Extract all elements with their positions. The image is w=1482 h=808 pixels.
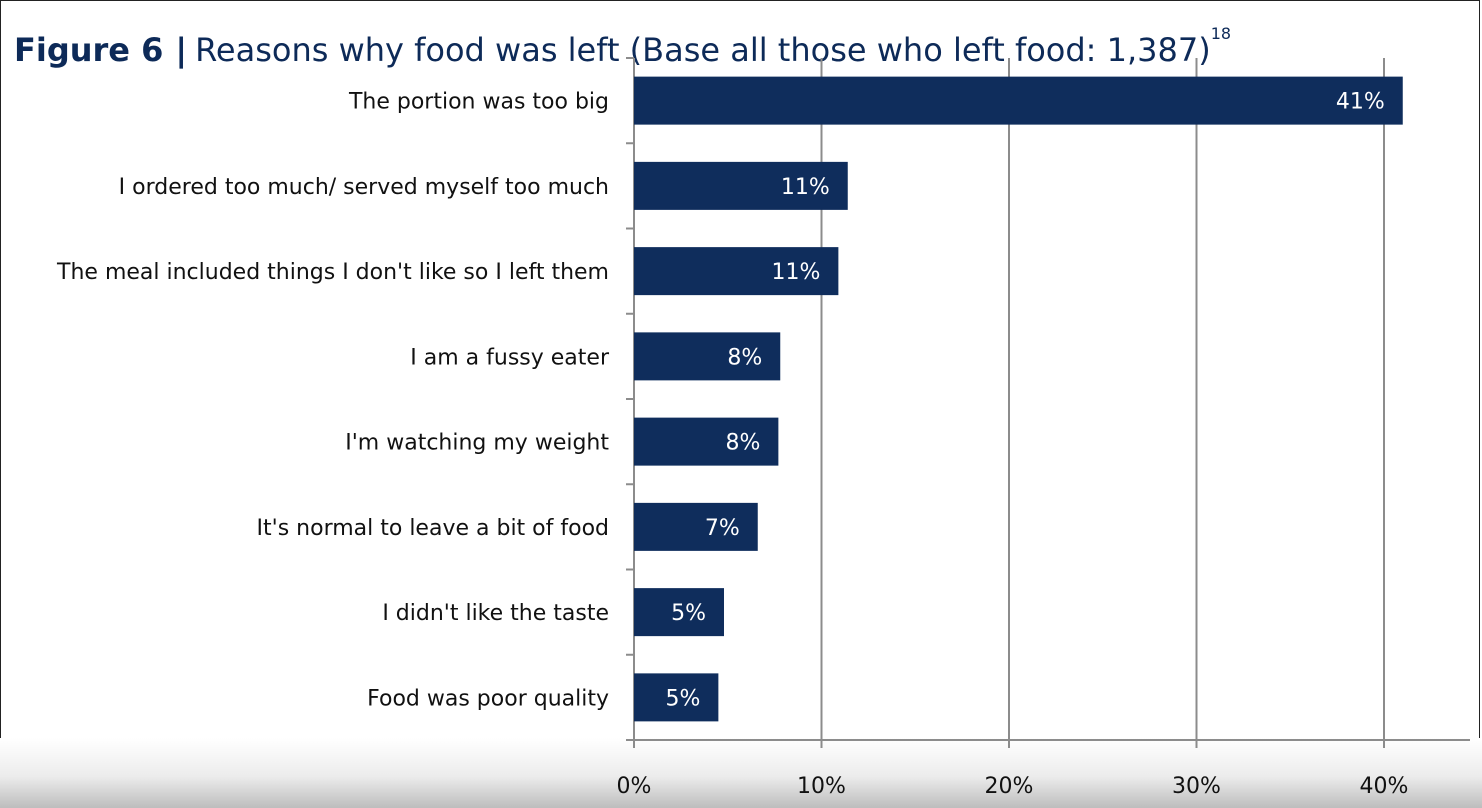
bar	[634, 588, 724, 637]
bar	[634, 247, 839, 296]
bar	[634, 76, 1403, 125]
title-separator: |	[175, 31, 188, 69]
x-tick-label: 0%	[617, 774, 652, 799]
category-label: The portion was too big	[348, 90, 609, 115]
x-tick-label: 40%	[1360, 774, 1409, 799]
x-tick-label: 30%	[1172, 774, 1221, 799]
x-tick-label: 10%	[797, 774, 846, 799]
category-label: I am a fussy eater	[410, 345, 610, 370]
category-label: I ordered too much/ served myself too mu…	[119, 175, 609, 200]
title-text: Reasons why food was left (Base all thos…	[195, 31, 1211, 69]
data-label: 5%	[671, 601, 706, 626]
x-tick-label: 20%	[985, 774, 1034, 799]
bar	[634, 502, 758, 551]
category-label: The meal included things I don't like so…	[56, 260, 609, 285]
category-label: I didn't like the taste	[382, 601, 609, 626]
data-label: 8%	[727, 345, 762, 370]
bottom-gradient-strip	[0, 738, 1482, 808]
category-label: It's normal to leave a bit of food	[257, 516, 609, 541]
data-label: 41%	[1336, 90, 1385, 115]
bar	[634, 332, 781, 381]
category-label: Food was poor quality	[367, 686, 609, 711]
bar	[634, 161, 848, 210]
data-label: 5%	[665, 686, 700, 711]
figure-number: Figure 6	[14, 31, 164, 69]
data-label: 11%	[771, 260, 820, 285]
category-label: I'm watching my weight	[345, 431, 609, 456]
bar	[634, 673, 719, 722]
data-label: 7%	[705, 516, 740, 541]
figure-title: Figure 6 | Reasons why food was left (Base…	[14, 10, 1231, 74]
data-label: 8%	[725, 431, 760, 456]
bar	[634, 417, 779, 466]
data-label: 11%	[781, 175, 830, 200]
footnote-marker: 18	[1210, 24, 1232, 43]
